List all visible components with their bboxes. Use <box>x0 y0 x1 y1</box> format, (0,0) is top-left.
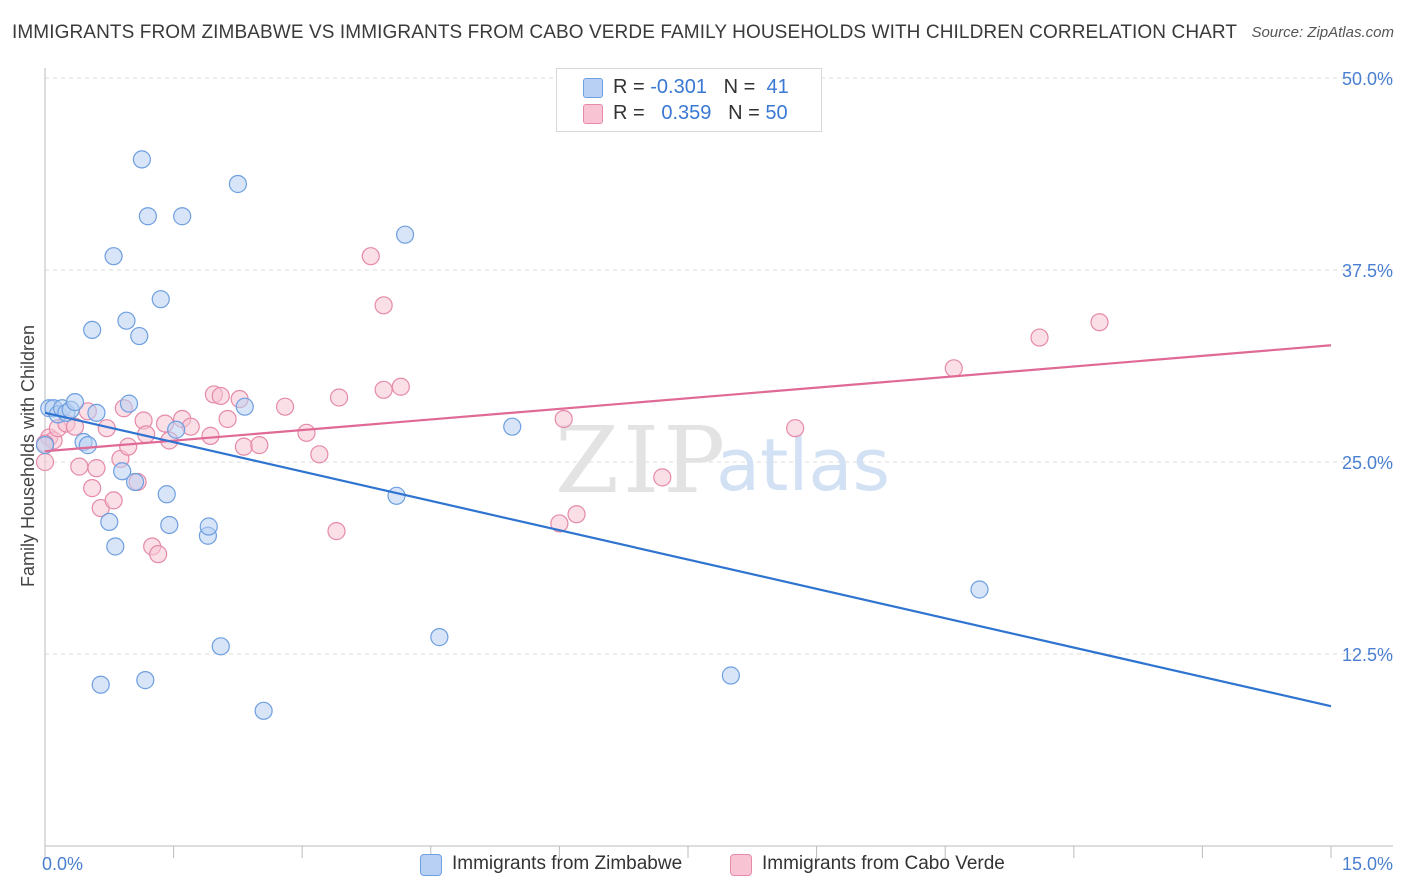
caboverde-point <box>1030 328 1049 347</box>
caboverde-point <box>149 545 168 564</box>
zimbabwe-point <box>113 462 132 481</box>
caboverde-point <box>329 388 349 407</box>
y-tick-labels: 12.5% 25.0% 37.5% 50.0% <box>1342 69 1393 665</box>
caboverde-point <box>70 457 89 476</box>
zimbabwe-point <box>83 320 102 340</box>
trend-line-caboverde <box>44 344 1332 453</box>
zimbabwe-point <box>160 515 179 535</box>
y-tick-label: 12.5% <box>1342 645 1393 665</box>
caboverde-point <box>234 437 254 456</box>
legend-r-value-zimbabwe: -0.301 <box>650 76 707 98</box>
legend-n-label: N = <box>728 102 760 124</box>
caboverde-point <box>361 247 380 266</box>
caboverde-point <box>35 452 55 472</box>
zimbabwe-point <box>199 517 218 536</box>
legend-r-value-caboverde: 0.359 <box>661 102 712 124</box>
zimbabwe-point <box>78 436 97 455</box>
bottom-legend-label-caboverde: Immigrants from Cabo Verde <box>762 853 1005 874</box>
legend-r-label: R = <box>613 102 645 124</box>
caboverde-point <box>87 459 106 478</box>
stats-legend: R = -0.301 N = 41 R = 0.359 N = 50 <box>556 68 822 132</box>
trend-line-zimbabwe <box>44 411 1332 708</box>
series-zimbabwe-points <box>35 150 989 720</box>
zimbabwe-point <box>91 675 110 694</box>
zimbabwe-point <box>387 486 406 505</box>
caboverde-point <box>653 468 672 487</box>
legend-n-value-zimbabwe: 41 <box>766 76 789 98</box>
caboverde-point <box>554 409 573 429</box>
caboverde-point <box>250 436 269 455</box>
legend-swatch-zimbabwe <box>583 78 603 98</box>
y-tick-label: 50.0% <box>1342 69 1393 89</box>
source-credit: Source: ZipAtlas.com <box>1251 24 1394 41</box>
zimbabwe-point <box>157 485 176 504</box>
caboverde-point <box>65 417 85 436</box>
zimbabwe-point <box>151 290 170 309</box>
zimbabwe-point <box>430 628 449 647</box>
zimbabwe-point <box>503 417 522 436</box>
caboverde-point <box>119 437 138 456</box>
bottom-legend-label-zimbabwe: Immigrants from Zimbabwe <box>452 853 683 874</box>
zimbabwe-point <box>395 225 415 244</box>
zimbabwe-point <box>211 637 230 656</box>
caboverde-point <box>567 505 586 524</box>
grid-lines <box>45 77 1393 655</box>
zimbabwe-point <box>254 701 273 720</box>
caboverde-point <box>374 296 393 315</box>
zimbabwe-point <box>228 174 247 194</box>
x-tick-label-max: 15.0% <box>1342 854 1393 874</box>
y-axis-label: Family Households with Children <box>18 325 38 587</box>
zimbabwe-point <box>173 207 192 226</box>
chart-title: IMMIGRANTS FROM ZIMBABWE VS IMMIGRANTS F… <box>12 22 1238 43</box>
caboverde-point <box>83 479 102 498</box>
watermark-zip: ZIP <box>555 407 729 514</box>
legend-r-label: R = <box>613 76 645 98</box>
watermark-atlas: atlas <box>716 423 890 507</box>
legend-n-label: N = <box>723 76 756 98</box>
caboverde-point <box>374 380 393 399</box>
zimbabwe-point <box>100 512 119 532</box>
zimbabwe-point <box>65 392 85 412</box>
caboverde-point <box>786 419 805 438</box>
zimbabwe-point <box>87 403 106 422</box>
trend-lines <box>44 344 1332 708</box>
caboverde-point <box>201 426 220 445</box>
bottom-legend-swatch-caboverde <box>730 854 752 876</box>
zimbabwe-point <box>130 326 149 346</box>
caboverde-point <box>310 445 329 464</box>
caboverde-point <box>1090 313 1109 332</box>
series-caboverde-points <box>35 247 1109 564</box>
legend-swatch-caboverde <box>583 104 603 124</box>
zimbabwe-point <box>970 580 989 599</box>
zimbabwe-point <box>117 311 136 330</box>
zimbabwe-point <box>136 671 155 690</box>
zimbabwe-point <box>721 666 740 685</box>
y-tick-label: 25.0% <box>1342 453 1393 473</box>
caboverde-point <box>297 423 316 442</box>
caboverde-point <box>211 386 230 406</box>
zimbabwe-point <box>119 394 139 413</box>
zimbabwe-point <box>104 247 123 266</box>
zimbabwe-point <box>125 472 145 492</box>
caboverde-point <box>944 359 963 378</box>
legend-n-value-caboverde: 50 <box>765 102 788 124</box>
caboverde-point <box>327 522 346 541</box>
caboverde-point <box>550 514 569 533</box>
zimbabwe-point <box>138 207 157 226</box>
caboverde-point <box>391 377 410 396</box>
zimbabwe-point <box>35 436 55 455</box>
zimbabwe-point <box>106 537 125 556</box>
caboverde-point <box>104 491 123 510</box>
zimbabwe-point <box>235 397 254 416</box>
zimbabwe-point <box>132 150 151 169</box>
caboverde-point <box>275 397 295 416</box>
bottom-legend-swatch-zimbabwe <box>420 854 442 876</box>
caboverde-point <box>218 409 237 429</box>
zimbabwe-point <box>167 420 186 439</box>
x-tick-label-min: 0.0% <box>42 854 83 874</box>
y-tick-label: 37.5% <box>1342 261 1393 281</box>
